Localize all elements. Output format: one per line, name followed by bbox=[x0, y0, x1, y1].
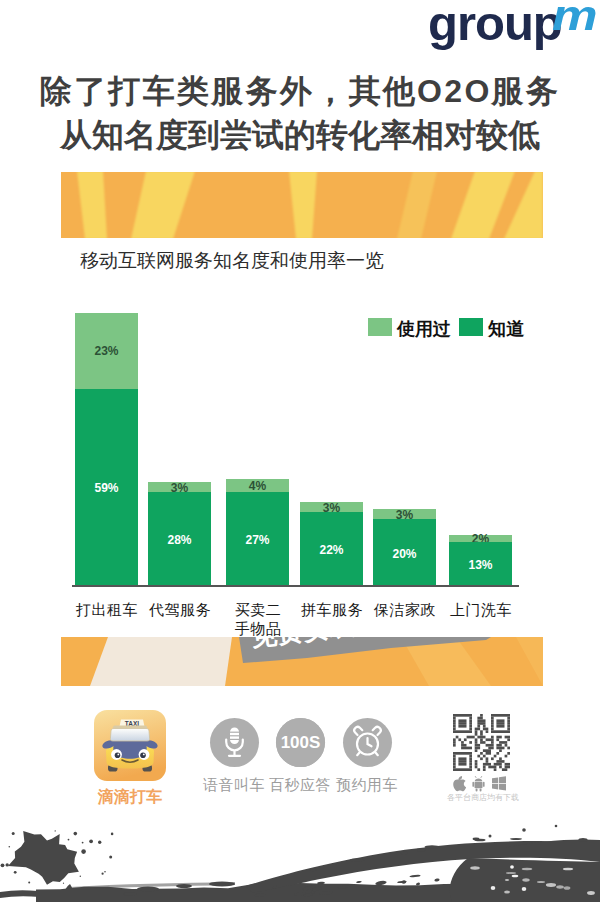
svg-text:TAXI: TAXI bbox=[125, 720, 140, 727]
